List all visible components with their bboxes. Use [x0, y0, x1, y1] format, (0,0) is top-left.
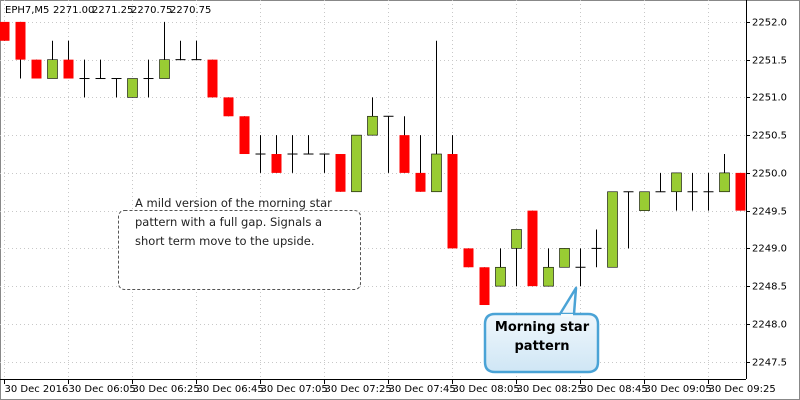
x-tick-label: 30 Dec 09:05 — [645, 384, 712, 395]
candle-down — [271, 154, 282, 173]
x-tick-label: 30 Dec 08:05 — [453, 384, 520, 395]
y-tick-label: 2248.5 — [752, 282, 787, 293]
candle-down — [415, 172, 426, 192]
candle-down — [239, 116, 250, 155]
candle-down — [223, 97, 234, 117]
x-tick-label: 30 Dec 06:25 — [133, 384, 200, 395]
x-tick-label: 30 Dec 08:45 — [581, 384, 648, 395]
header-close: 2270.75 — [170, 5, 211, 16]
candle-up — [351, 134, 362, 193]
x-tick-label: 30 Dec 07:05 — [261, 384, 328, 395]
y-tick-label: 2247.5 — [752, 358, 787, 369]
header-low: 2270.75 — [131, 5, 172, 16]
y-tick-label: 2249.5 — [752, 207, 787, 218]
y-tick-label: 2249.0 — [752, 244, 787, 255]
candle-down — [399, 135, 410, 173]
candle-up — [127, 78, 138, 98]
x-tick-label: 30 Dec 08:25 — [517, 384, 584, 395]
candle-down — [479, 267, 490, 306]
candle-down — [0, 21, 10, 41]
symbol: EPH7,M5 — [5, 5, 49, 16]
header-high: 2271.25 — [92, 5, 133, 16]
candle-up — [607, 191, 618, 268]
y-tick-label: 2251.5 — [752, 56, 787, 67]
x-tick-label: 30 Dec 06:45 — [197, 384, 264, 395]
x-tick-label: 30 Dec 07:25 — [325, 384, 392, 395]
candle-up — [511, 229, 522, 249]
candle-up — [719, 172, 730, 193]
y-tick-label: 2250.0 — [752, 169, 787, 180]
y-tick-label: 2251.0 — [752, 93, 787, 104]
callout-text: Morning star pattern — [494, 320, 590, 354]
candle-up — [639, 191, 650, 211]
candle-up — [47, 59, 58, 79]
candle-up — [495, 266, 506, 287]
candle-down — [207, 59, 218, 98]
candle-down — [735, 172, 746, 211]
candle-down — [15, 21, 26, 60]
candle-down — [527, 210, 538, 287]
x-tick-label: 30 Dec 09:25 — [709, 384, 776, 395]
candle-down — [31, 59, 42, 79]
candle-up — [367, 115, 378, 136]
y-tick-label: 2252.0 — [752, 18, 787, 29]
candle-down — [447, 154, 458, 249]
candle-down — [463, 248, 474, 268]
note-box — [118, 210, 361, 290]
candle-up — [159, 59, 170, 79]
candle-up — [431, 153, 442, 193]
y-tick-label: 2250.5 — [752, 131, 787, 142]
header-open: 2271.00 — [53, 5, 94, 16]
y-tick-label: 2248.0 — [752, 320, 787, 331]
x-tick-label: 30 Dec 2016 — [5, 384, 69, 395]
candle-up — [543, 266, 554, 287]
x-tick-label: 30 Dec 07:45 — [389, 384, 456, 395]
note-text: A mild version of the morning star patte… — [135, 196, 332, 248]
candle-down — [335, 154, 346, 192]
candle-down — [63, 59, 74, 79]
candle-up — [671, 172, 682, 193]
candle-up — [559, 248, 570, 268]
x-tick-label: 30 Dec 06:05 — [69, 384, 136, 395]
